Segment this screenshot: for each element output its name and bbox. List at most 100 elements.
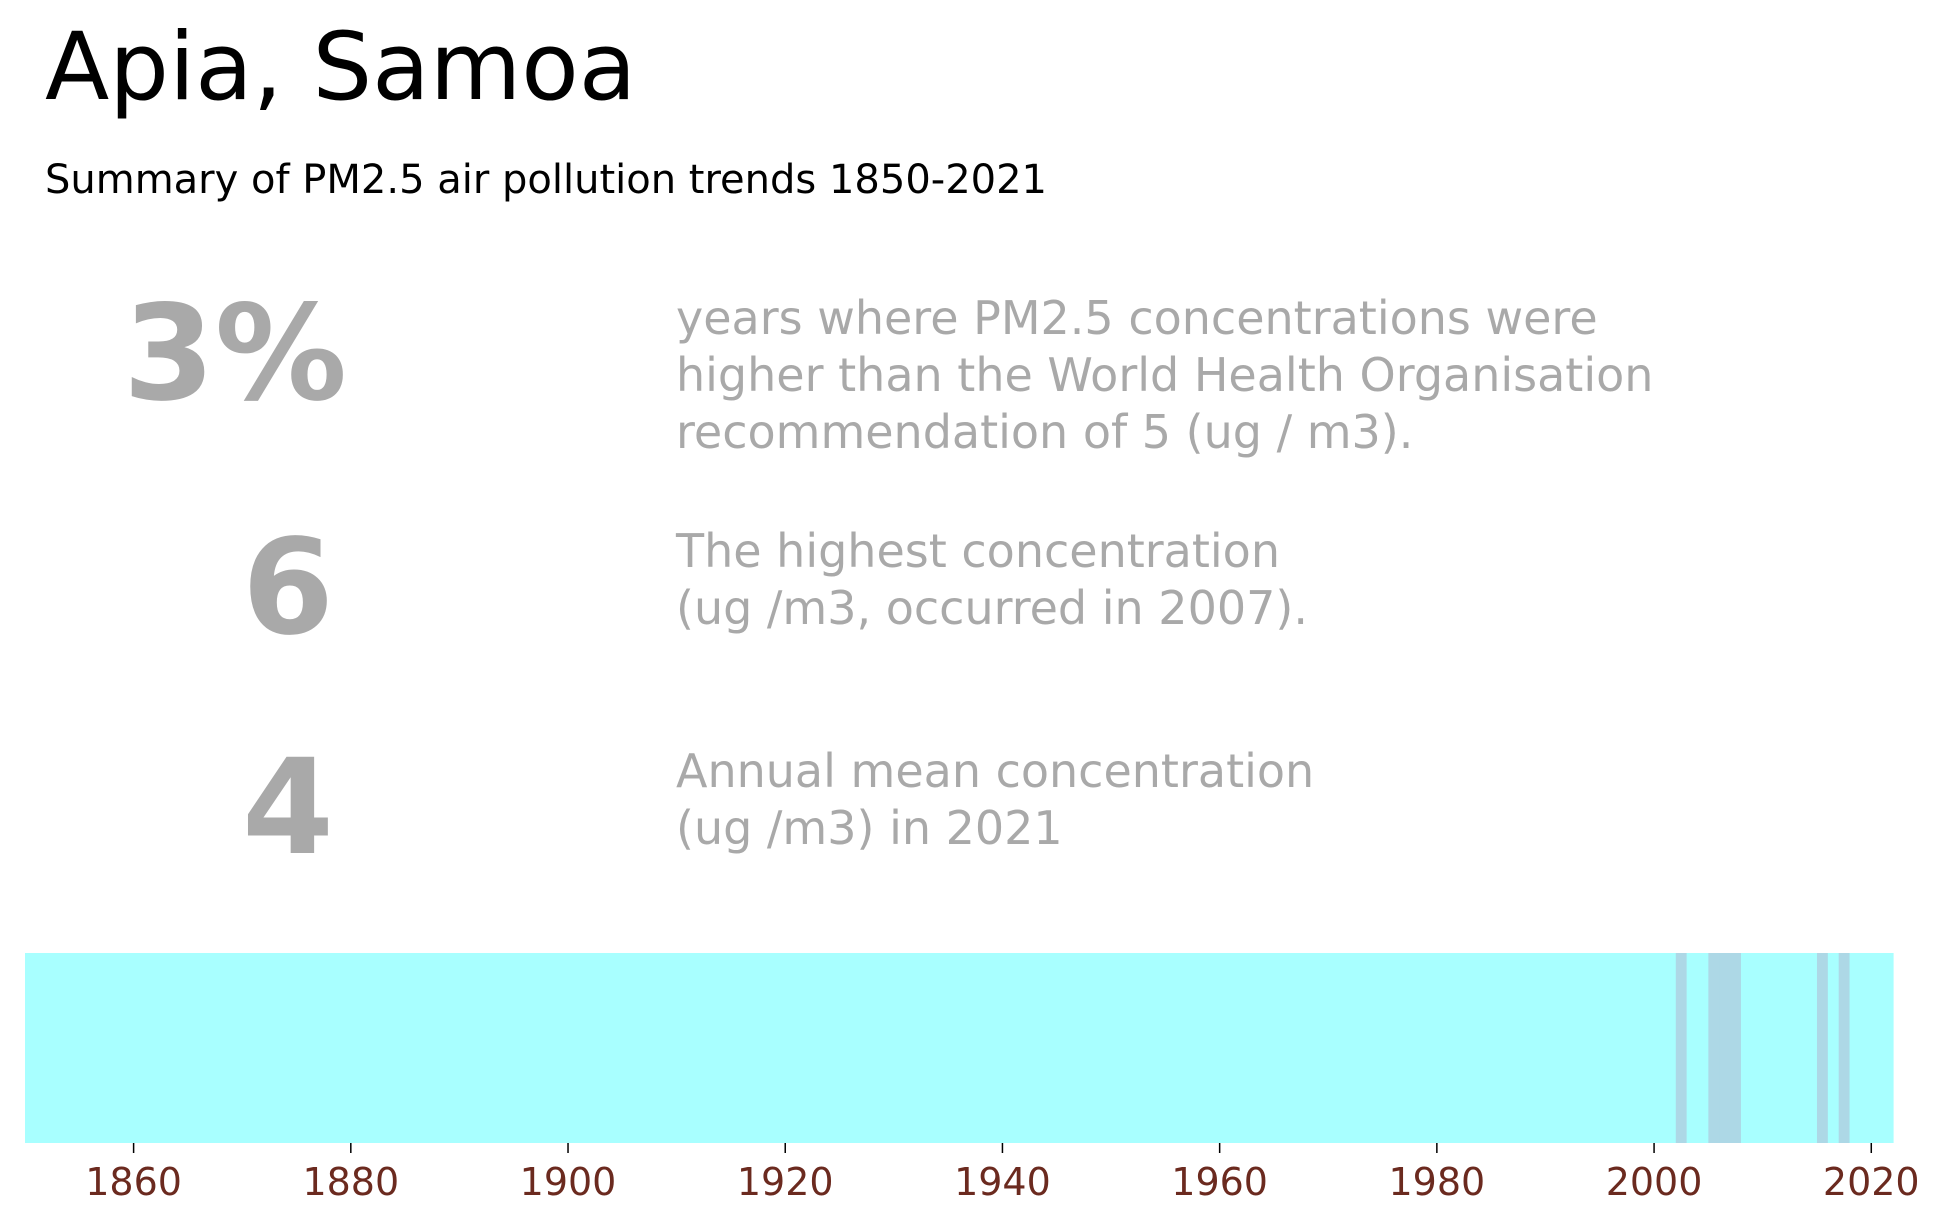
stripe-year — [1849, 953, 1862, 1143]
stripe-year — [1284, 953, 1297, 1143]
stripe-year — [372, 953, 384, 1143]
stripe-year — [339, 953, 352, 1143]
stripe-year — [752, 953, 765, 1143]
stripe-year — [1686, 953, 1699, 1143]
stat-description-line: recommendation of 5 (ug / m3). — [676, 405, 1414, 459]
stripe-year — [1534, 953, 1547, 1143]
stripe-year — [1599, 953, 1612, 1143]
page-subtitle: Summary of PM2.5 air pollution trends 18… — [45, 157, 1047, 203]
stripe-year — [1491, 953, 1503, 1143]
x-axis-ticks: 1860 1880 1900 1920 1940 1960 1980 2000 2020 — [85, 1143, 1920, 1204]
x-tick-label: 1940 — [954, 1160, 1051, 1204]
stripe-year — [600, 953, 613, 1143]
stripe-year — [1643, 953, 1655, 1143]
stripe-year — [1784, 953, 1796, 1143]
stripe-year — [25, 953, 37, 1143]
stripe-year — [459, 953, 471, 1143]
stripe-year — [1664, 953, 1677, 1143]
stat-description-line: (ug /m3, occurred in 2007). — [676, 581, 1308, 635]
stripe-year — [57, 953, 70, 1143]
stripe-year — [828, 953, 841, 1143]
stripe-year — [220, 953, 232, 1143]
stripe-year — [1740, 953, 1753, 1143]
stripe-year — [68, 953, 80, 1143]
stripe-year — [1100, 953, 1112, 1143]
stripe-year — [209, 953, 222, 1143]
stripe-year — [698, 953, 710, 1143]
stat-value-latest-mean: 4 — [242, 731, 334, 885]
x-tick-label: 1920 — [737, 1160, 834, 1204]
stripe-year — [774, 953, 786, 1143]
stripe-year — [1588, 953, 1601, 1143]
stripe-year — [1013, 953, 1025, 1143]
stripe-year — [546, 953, 558, 1143]
stripe-year — [1317, 953, 1329, 1143]
stripe-year — [654, 953, 667, 1143]
stripe-year — [633, 953, 645, 1143]
stripe-year — [1349, 953, 1362, 1143]
stripe-year — [513, 953, 526, 1143]
stripe-year — [1176, 953, 1188, 1143]
stripe-year — [1545, 953, 1557, 1143]
stripe-year — [1208, 953, 1221, 1143]
stripe-year — [578, 953, 591, 1143]
stripe-year — [101, 953, 113, 1143]
stripe-year — [1382, 953, 1395, 1143]
stripe-year — [1762, 953, 1775, 1143]
stripe-year — [665, 953, 678, 1143]
stripe-year-above-guideline — [1719, 953, 1731, 1143]
stripe-year — [263, 953, 276, 1143]
stripe-year — [1371, 953, 1384, 1143]
stripe-year — [1252, 953, 1264, 1143]
stripe-year — [1328, 953, 1340, 1143]
stripe-year — [329, 953, 341, 1143]
stripe-year — [535, 953, 547, 1143]
x-tick-label: 2020 — [1823, 1160, 1920, 1204]
stripe-year — [242, 953, 254, 1143]
stripe-year — [253, 953, 265, 1143]
stripe-year — [111, 953, 124, 1143]
stripe-year — [687, 953, 699, 1143]
stripe-year — [1154, 953, 1166, 1143]
stripe-year — [1556, 953, 1568, 1143]
stripe-year — [1426, 953, 1438, 1143]
stripe-year — [1078, 953, 1090, 1143]
stripe-year — [1263, 953, 1275, 1143]
stripe-year — [850, 953, 862, 1143]
stripe-year — [1230, 953, 1242, 1143]
stat-description-line: years where PM2.5 concentrations were — [676, 291, 1598, 345]
stripe-year — [1241, 953, 1253, 1143]
stripe-year — [1795, 953, 1807, 1143]
stripe-year — [861, 953, 873, 1143]
stripe-year — [133, 953, 146, 1143]
stripe-year — [1165, 953, 1177, 1143]
stripe-year — [1882, 953, 1894, 1143]
stripe-year-above-guideline — [1838, 953, 1851, 1143]
stripe-year — [1132, 953, 1145, 1143]
stripe-year — [1806, 953, 1818, 1143]
stripe-year — [1773, 953, 1785, 1143]
stripe-year — [937, 953, 949, 1143]
stripe-year — [90, 953, 102, 1143]
stripe-year — [1502, 953, 1514, 1143]
stripe-year — [524, 953, 537, 1143]
stripe-year — [904, 953, 917, 1143]
stripe-year — [796, 953, 808, 1143]
stripe-year — [177, 953, 189, 1143]
stripe-year — [969, 953, 982, 1143]
stripe-year — [1339, 953, 1351, 1143]
stripe-year — [839, 953, 851, 1143]
stripe-year — [1827, 953, 1840, 1143]
stripe-year — [492, 953, 504, 1143]
stripe-year — [1056, 953, 1069, 1143]
stripe-year — [1654, 953, 1666, 1143]
stripe-year — [470, 953, 482, 1143]
x-tick-label: 1960 — [1171, 1160, 1268, 1204]
stripe-year — [383, 953, 395, 1143]
stripe-year — [1024, 953, 1036, 1143]
stripe-year — [231, 953, 243, 1143]
stripe-year — [1002, 953, 1014, 1143]
x-tick-label: 1900 — [520, 1160, 617, 1204]
stripe-year — [1567, 953, 1579, 1143]
